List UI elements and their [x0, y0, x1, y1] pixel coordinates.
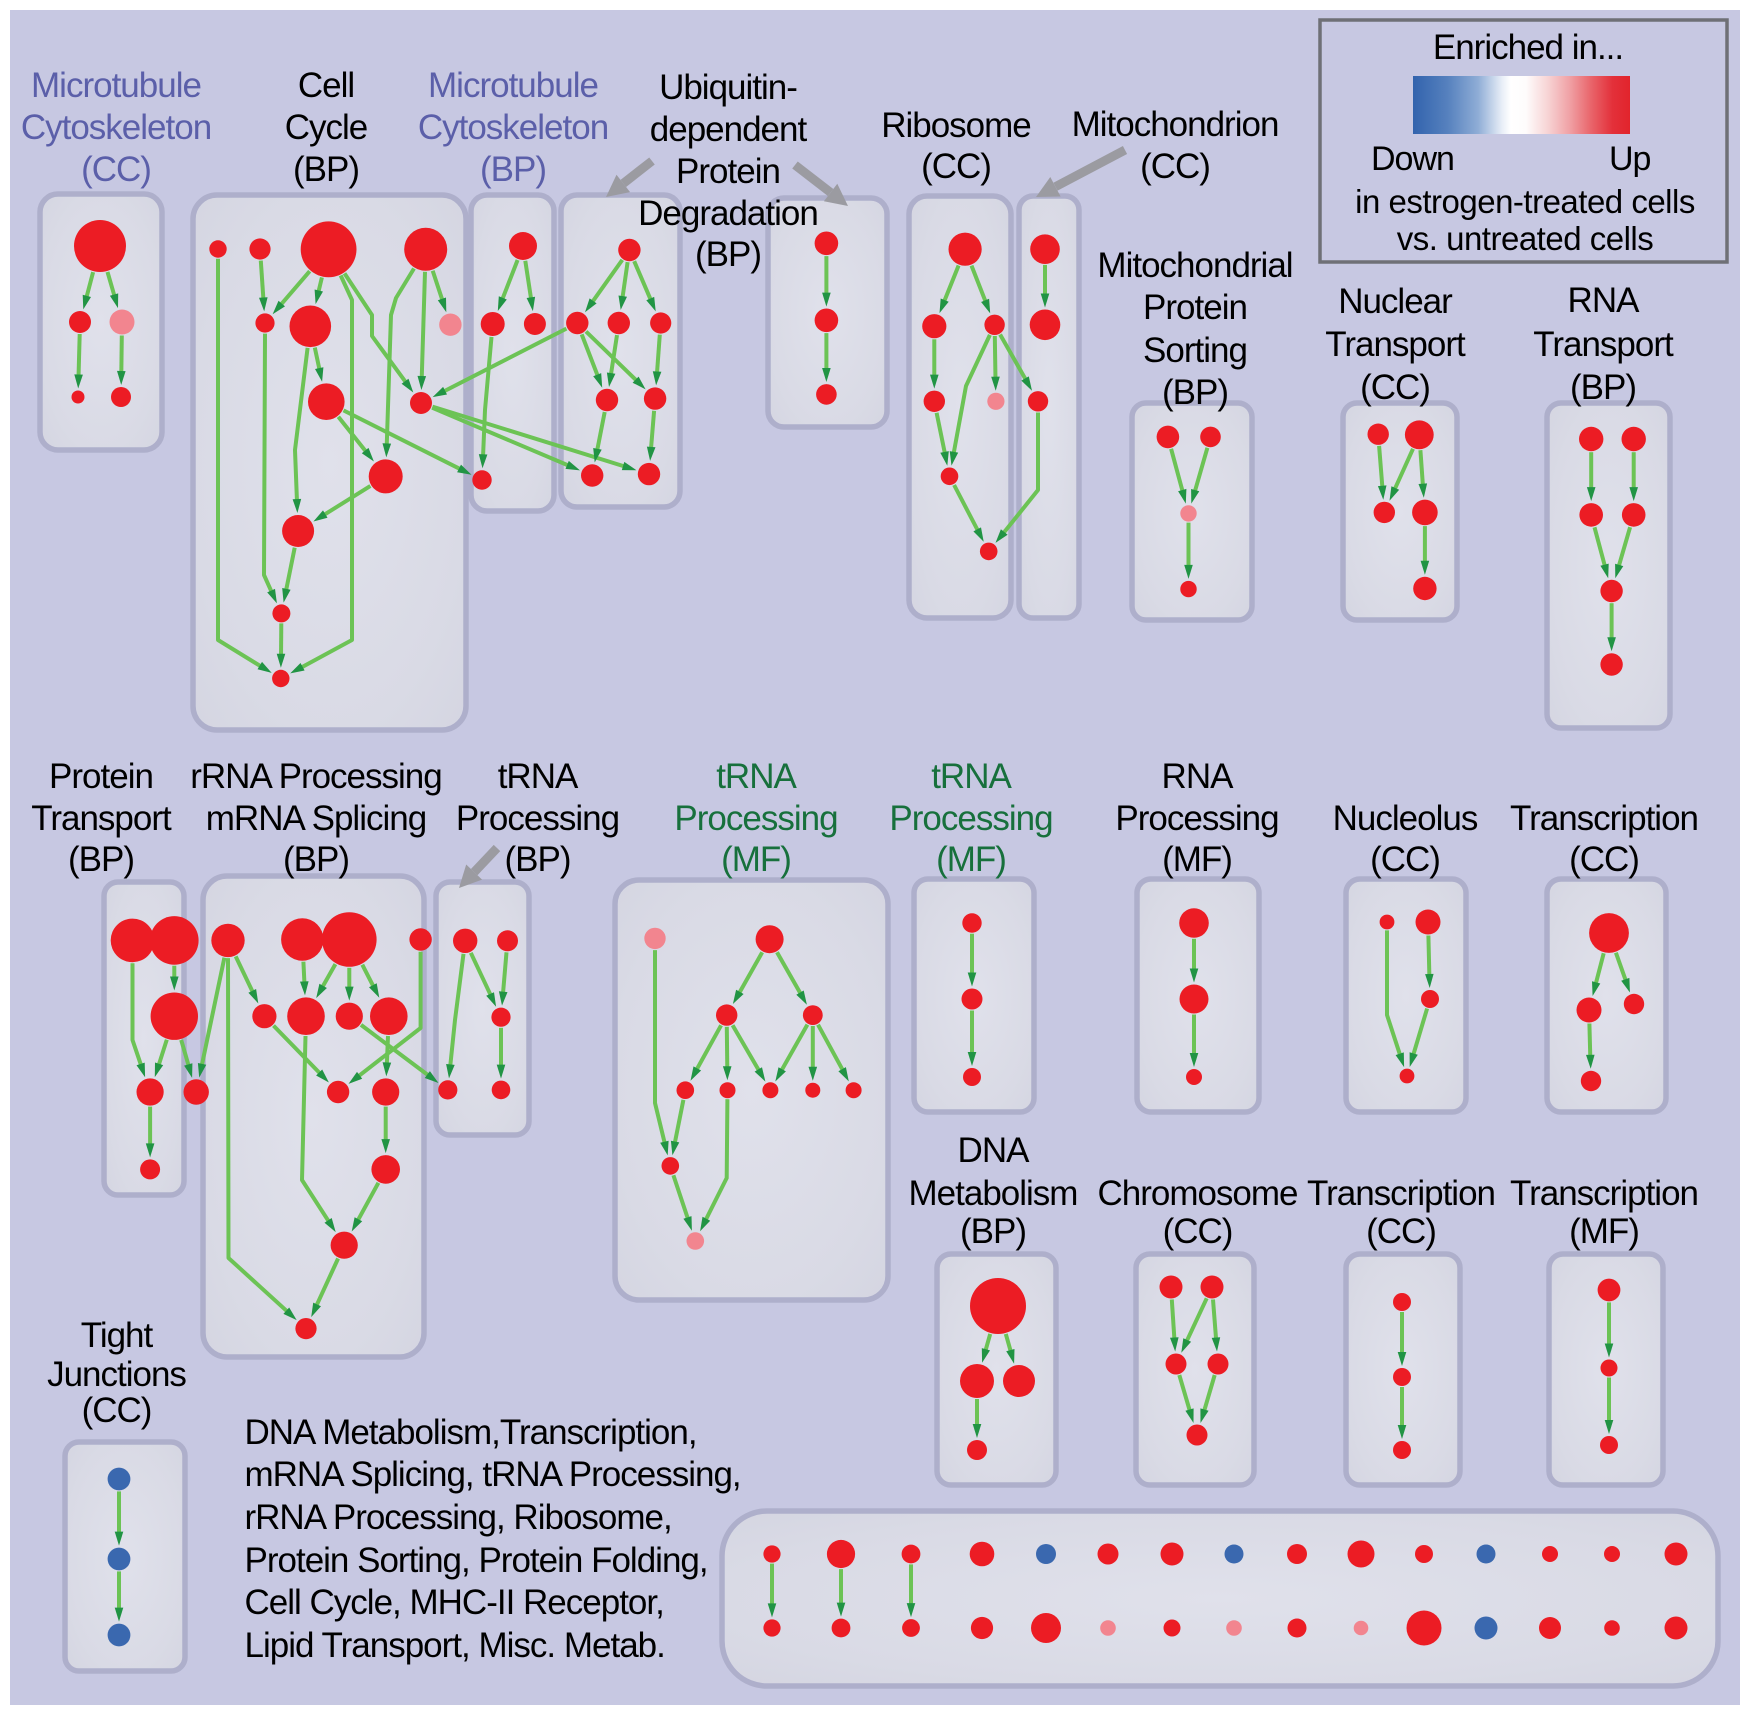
svg-text:(BP): (BP)	[293, 150, 359, 189]
svg-text:Transcription: Transcription	[1510, 799, 1698, 838]
svg-text:Sorting: Sorting	[1143, 331, 1247, 370]
svg-text:rRNA Processing, Ribosome,: rRNA Processing, Ribosome,	[245, 1498, 672, 1537]
svg-text:tRNA: tRNA	[716, 757, 797, 796]
svg-text:Ubiquitin-: Ubiquitin-	[659, 68, 797, 107]
svg-text:Cycle: Cycle	[285, 108, 368, 147]
svg-text:tRNA: tRNA	[931, 757, 1012, 796]
svg-text:Lipid Transport, Misc. Metab.: Lipid Transport, Misc. Metab.	[245, 1626, 665, 1665]
svg-text:dependent: dependent	[650, 110, 808, 149]
svg-text:(BP): (BP)	[1162, 373, 1228, 412]
svg-text:(BP): (BP)	[1570, 368, 1636, 407]
svg-text:(MF): (MF)	[1162, 840, 1232, 879]
svg-text:(CC): (CC)	[1140, 147, 1210, 186]
svg-text:(MF): (MF)	[1569, 1212, 1639, 1251]
svg-text:Processing: Processing	[889, 799, 1052, 838]
svg-text:Junctions: Junctions	[47, 1355, 186, 1394]
svg-text:Processing: Processing	[1115, 799, 1278, 838]
svg-text:Mitochondrion: Mitochondrion	[1072, 105, 1279, 144]
svg-text:Up: Up	[1609, 140, 1651, 178]
svg-text:DNA Metabolism,Transcription,: DNA Metabolism,Transcription,	[245, 1413, 697, 1452]
svg-text:Processing: Processing	[456, 799, 619, 838]
svg-text:tRNA: tRNA	[498, 757, 579, 796]
svg-text:Transport: Transport	[1325, 325, 1466, 364]
svg-text:Chromosome: Chromosome	[1097, 1174, 1297, 1213]
svg-text:Processing: Processing	[674, 799, 837, 838]
svg-text:Cytoskeleton: Cytoskeleton	[418, 108, 608, 147]
svg-text:(CC): (CC)	[1360, 368, 1430, 407]
svg-text:RNA: RNA	[1162, 757, 1235, 796]
svg-text:Cell Cycle, MHC-II Receptor,: Cell Cycle, MHC-II Receptor,	[245, 1583, 664, 1622]
svg-text:Ribosome: Ribosome	[881, 106, 1031, 145]
svg-text:(CC): (CC)	[81, 150, 151, 189]
svg-text:Transport: Transport	[1533, 325, 1674, 364]
svg-text:Microtubule: Microtubule	[31, 66, 201, 105]
svg-text:Degradation: Degradation	[638, 194, 818, 233]
svg-text:Mitochondrial: Mitochondrial	[1097, 246, 1292, 285]
svg-text:Protein: Protein	[1143, 288, 1247, 327]
svg-text:Transcription: Transcription	[1307, 1174, 1495, 1213]
svg-text:(BP): (BP)	[960, 1212, 1026, 1251]
svg-text:(BP): (BP)	[505, 840, 571, 879]
svg-text:(CC): (CC)	[1366, 1212, 1436, 1251]
svg-text:RNA: RNA	[1568, 281, 1641, 320]
svg-text:Transport: Transport	[31, 799, 172, 838]
svg-text:mRNA Splicing: mRNA Splicing	[206, 799, 426, 838]
svg-text:in estrogen-treated cells: in estrogen-treated cells	[1355, 183, 1695, 220]
svg-text:(BP): (BP)	[283, 840, 349, 879]
svg-text:Protein: Protein	[49, 757, 153, 796]
svg-text:Protein Sorting, Protein Foldi: Protein Sorting, Protein Folding,	[245, 1541, 708, 1580]
svg-text:(CC): (CC)	[1370, 840, 1440, 879]
svg-text:DNA: DNA	[958, 1131, 1031, 1170]
svg-text:(CC): (CC)	[1163, 1212, 1233, 1251]
svg-text:Cytoskeleton: Cytoskeleton	[21, 108, 211, 147]
svg-text:Microtubule: Microtubule	[428, 66, 598, 105]
svg-text:(BP): (BP)	[695, 235, 761, 274]
svg-text:vs. untreated cells: vs. untreated cells	[1397, 220, 1653, 257]
svg-text:Metabolism: Metabolism	[909, 1174, 1078, 1213]
svg-text:mRNA Splicing, tRNA Processing: mRNA Splicing, tRNA Processing,	[245, 1455, 741, 1494]
svg-text:(CC): (CC)	[82, 1391, 152, 1430]
svg-text:Nuclear: Nuclear	[1338, 282, 1453, 321]
svg-text:(CC): (CC)	[921, 147, 991, 186]
svg-text:Tight: Tight	[81, 1316, 154, 1355]
svg-text:(MF): (MF)	[721, 840, 791, 879]
svg-text:Transcription: Transcription	[1510, 1174, 1698, 1213]
svg-text:Enriched in...: Enriched in...	[1433, 28, 1623, 67]
svg-text:(CC): (CC)	[1569, 840, 1639, 879]
svg-text:(MF): (MF)	[936, 840, 1006, 879]
svg-text:Nucleolus: Nucleolus	[1333, 799, 1478, 838]
svg-text:Down: Down	[1371, 140, 1454, 178]
svg-text:rRNA Processing: rRNA Processing	[190, 757, 441, 796]
svg-text:Cell: Cell	[298, 66, 354, 105]
svg-text:(BP): (BP)	[480, 150, 546, 189]
svg-text:Protein: Protein	[676, 152, 780, 191]
svg-text:(BP): (BP)	[68, 840, 134, 879]
